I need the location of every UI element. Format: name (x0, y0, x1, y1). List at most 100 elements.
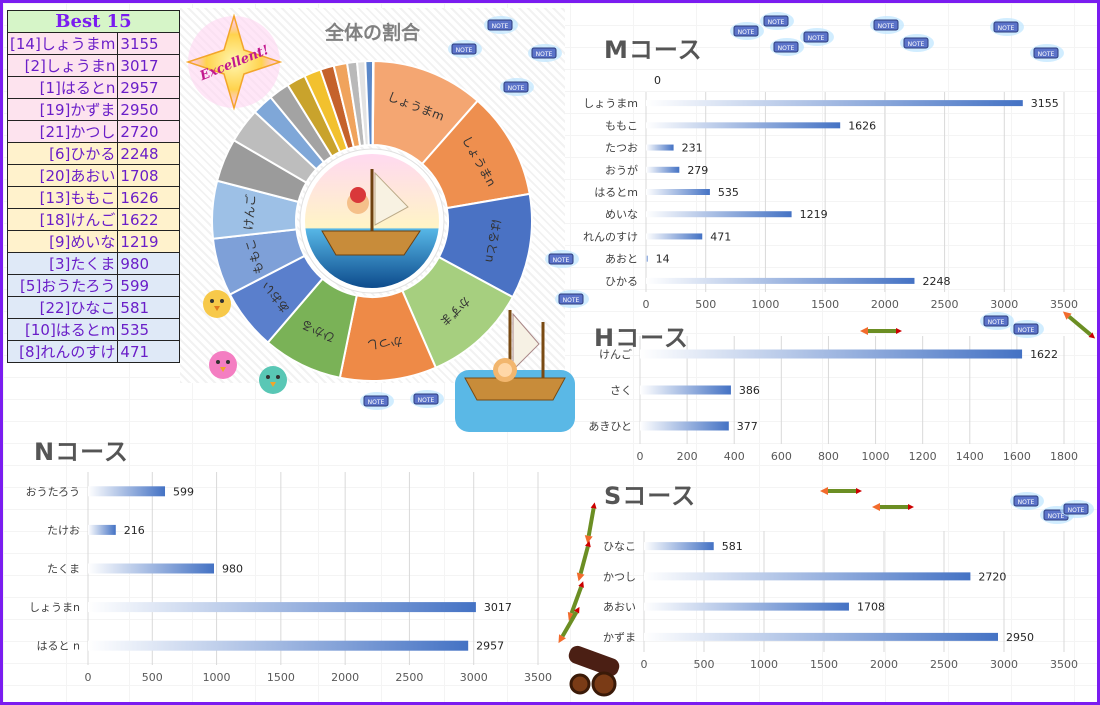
best-row-name: [6]ひかる (6, 142, 119, 165)
best-row-score: 980 (117, 252, 180, 275)
x-tick-label: 1500 (811, 298, 839, 311)
x-tick-label: 1200 (909, 450, 937, 463)
best-row-name: [18]けんご (6, 208, 119, 231)
best-table-row: [10]はるとm 535 (6, 318, 180, 341)
bar-value-label: 2720 (978, 570, 1006, 583)
pink-bird-picture (209, 351, 237, 379)
n-course-title: Nコース (34, 438, 129, 466)
x-tick-label: 1500 (810, 658, 838, 671)
best-row-score: 581 (117, 296, 180, 319)
note-rocket-icon: NOTE (870, 16, 904, 34)
rocket-icon (576, 540, 591, 582)
pie-slice-label: かつし (366, 334, 403, 352)
bar (88, 563, 214, 574)
x-tick-label: 2500 (930, 658, 958, 671)
x-tick-label: 1000 (750, 658, 778, 671)
h-course-title: Hコース (594, 324, 689, 352)
note-label: NOTE (1018, 499, 1035, 506)
bar-value-label: 2248 (922, 275, 950, 288)
bar-value-label: 3017 (484, 601, 512, 614)
note-label: NOTE (988, 319, 1005, 326)
note-rocket-icon: NOTE (1010, 320, 1044, 338)
rocket-icon (872, 503, 914, 511)
note-label: NOTE (508, 85, 525, 92)
note-rocket-icon: NOTE (528, 44, 562, 62)
bar-value-label: 377 (737, 420, 758, 433)
category-label: あおと (605, 253, 638, 266)
rocket-icon (860, 327, 902, 335)
category-label: めいな (605, 208, 638, 221)
x-tick-label: 0 (641, 658, 648, 671)
bar (88, 602, 476, 613)
note-rocket-icon: NOTE (730, 22, 764, 40)
category-label: ひなこ (603, 540, 636, 553)
x-tick-label: 3000 (460, 671, 488, 684)
category-label: おうたろう (26, 485, 80, 498)
best-table: Best 15 [14]しょうまm 3155 [2]しょうまn 3017 [1]はるとn… (6, 10, 180, 363)
note-rocket-icon: NOTE (770, 38, 804, 56)
category-label: たつお (605, 142, 638, 155)
green-bird-picture (259, 366, 287, 394)
best-row-score: 2720 (117, 120, 180, 143)
x-tick-label: 3000 (990, 658, 1018, 671)
note-label: NOTE (998, 25, 1015, 32)
bar-value-label: 599 (173, 485, 194, 498)
x-tick-label: 3000 (990, 298, 1018, 311)
best-row-score: 2248 (117, 142, 180, 165)
note-label: NOTE (1018, 327, 1035, 334)
x-tick-label: 1600 (1003, 450, 1031, 463)
best-row-score: 1622 (117, 208, 180, 231)
bar (646, 100, 1023, 107)
bar (646, 277, 915, 284)
note-label: NOTE (738, 29, 755, 36)
category-label: ひかる (605, 275, 638, 288)
category-label: かつし (603, 570, 636, 583)
m-course-bar-chart: 0 500 1000 1500 2000 2500 3000 3500 しょうまm 3155 ももこ… (583, 74, 1078, 311)
x-tick-label: 0 (643, 298, 650, 311)
bar (640, 349, 1023, 359)
best-row-name: [8]れんのすけ (6, 340, 119, 363)
x-tick-label: 1000 (751, 298, 779, 311)
best-table-row: [3]たくま 980 (6, 252, 180, 275)
category-label: さく (610, 384, 632, 397)
best-row-name: [3]たくま (6, 252, 119, 275)
x-tick-label: 1500 (267, 671, 295, 684)
rocket-icon (558, 606, 580, 644)
best-row-name: [2]しょうまn (6, 54, 119, 77)
best-table-row: [9]めいな 1219 (6, 230, 180, 253)
bar (644, 632, 998, 641)
note-label: NOTE (1048, 513, 1065, 520)
best-table-row: [6]ひかる 2248 (6, 142, 180, 165)
note-label: NOTE (1068, 507, 1085, 514)
category-label: しょうまm (583, 97, 638, 110)
note-label: NOTE (878, 23, 895, 30)
pie-chart-title: 全体の割合 (324, 22, 420, 44)
x-tick-label: 400 (724, 450, 745, 463)
best-row-score: 2950 (117, 98, 180, 121)
bar (88, 640, 469, 651)
best-table-row: [5]おうたろう 599 (6, 274, 180, 297)
bar-value-label: 581 (722, 540, 743, 553)
category-label: あおい (603, 601, 636, 614)
note-label: NOTE (768, 19, 785, 26)
x-tick-label: 500 (142, 671, 163, 684)
best-table-row: [18]けんご 1622 (6, 208, 180, 231)
n-course-bar-chart: 0 500 1000 1500 2000 2500 3000 3500 おうたろう 599 たけお 2… (26, 472, 552, 684)
x-tick-label: 0 (85, 671, 92, 684)
bar (646, 211, 792, 218)
category-label: はると n (37, 640, 80, 653)
x-tick-label: 600 (771, 450, 792, 463)
note-rocket-icon: NOTE (555, 290, 589, 308)
excellent-badge: Excellent! (185, 13, 283, 111)
x-tick-label: 3500 (1050, 658, 1078, 671)
bar-value-label: 14 (656, 253, 670, 266)
best-row-name: [21]かつし (6, 120, 119, 143)
bar-value-label: 386 (739, 384, 760, 397)
best-row-name: [13]ももこ (6, 186, 119, 209)
note-rocket-icon: NOTE (900, 34, 934, 52)
category-label: あきひと (588, 420, 632, 433)
x-tick-label: 500 (695, 298, 716, 311)
note-rocket-icon: NOTE (1060, 500, 1094, 518)
best-row-name: [9]めいな (6, 230, 119, 253)
